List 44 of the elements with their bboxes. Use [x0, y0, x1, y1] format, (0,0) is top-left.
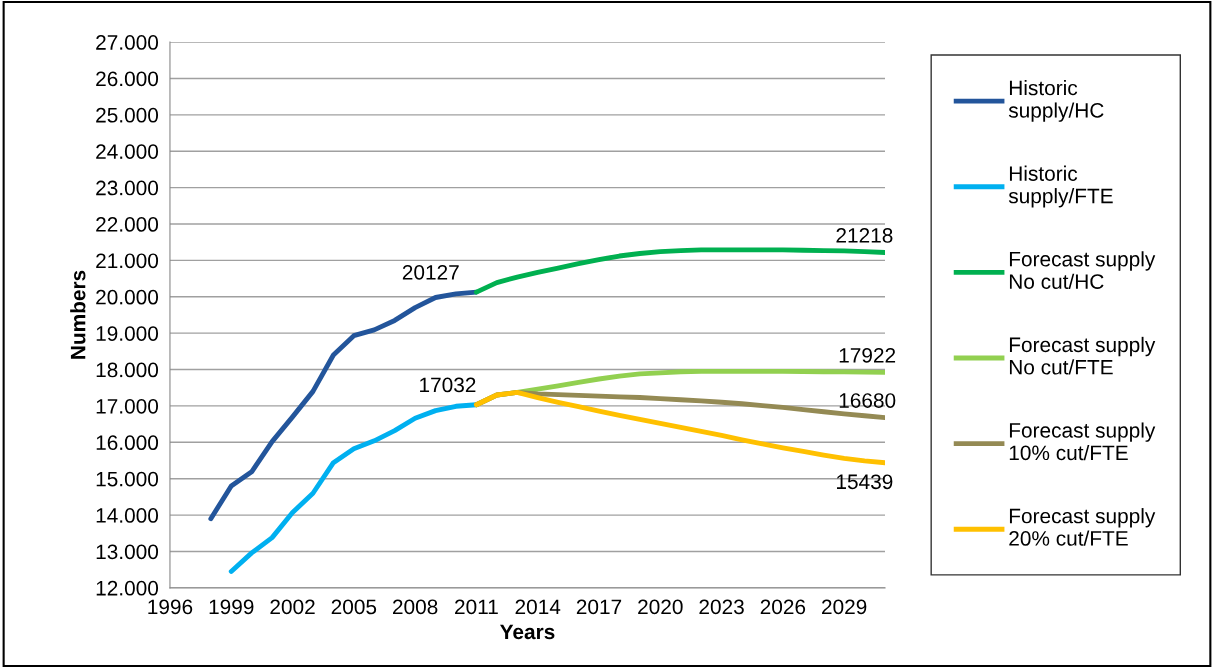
- y-tick-label: 15.000: [96, 471, 159, 487]
- y-tick-label: 27.000: [96, 35, 159, 50]
- y-tick-label: 18.000: [96, 362, 159, 378]
- x-tick-label: 2005: [331, 599, 377, 615]
- y-tick-label: 16.000: [96, 435, 159, 451]
- x-tick-label: 1999: [209, 599, 254, 615]
- legend-label: Forecast supply 20% cut/FTE: [1009, 508, 1156, 546]
- y-tick-label: 21.000: [96, 253, 159, 269]
- legend-label: Historic supply/FTE: [1008, 165, 1113, 208]
- x-tick-label: 2008: [393, 599, 438, 615]
- y-tick-label: 22.000: [96, 217, 159, 232]
- x-tick-label: 2002: [270, 599, 315, 615]
- line-series: [473, 247, 886, 295]
- y-tick-label: 14.000: [96, 508, 159, 523]
- line-series: [208, 289, 479, 522]
- x-tick-label: 2011: [455, 599, 498, 615]
- legend-label: Forecast supply No cut/FTE: [1009, 336, 1156, 375]
- y-tick-label: 20.000: [96, 289, 159, 305]
- legend-label: Forecast supply 10% cut/FTE: [1009, 422, 1156, 461]
- x-tick-label: 1996: [148, 599, 193, 615]
- y-tick-label: 23.000: [96, 180, 159, 196]
- y-tick-label: 12.000: [96, 580, 159, 596]
- data-label: 15439: [837, 474, 893, 490]
- x-tick-label: 2017: [576, 599, 622, 615]
- data-label: 20127: [402, 264, 459, 280]
- x-tick-label: 2026: [760, 599, 806, 615]
- legend-label: Historic supply/HC: [1008, 80, 1104, 122]
- y-axis-title: Numbers: [70, 270, 86, 359]
- x-tick-label: 2023: [699, 599, 744, 615]
- y-tick-label: 13.000: [96, 544, 159, 560]
- y-tick-label: 24.000: [96, 144, 159, 159]
- x-axis-title: Years: [500, 624, 555, 640]
- y-tick-label: 17.000: [96, 398, 159, 414]
- data-label: 16680: [839, 393, 896, 408]
- data-label: 21218: [836, 228, 893, 243]
- y-tick-label: 25.000: [96, 107, 159, 123]
- data-label: 17922: [839, 347, 896, 363]
- x-tick-label: 2029: [822, 599, 867, 615]
- x-tick-label: 2020: [638, 599, 683, 615]
- y-tick-label: 19.000: [96, 326, 159, 341]
- data-label: 17032: [420, 377, 476, 393]
- y-tick-label: 26.000: [96, 71, 159, 87]
- x-tick-label: 2014: [515, 599, 561, 615]
- legend-label: Forecast supply No cut/HC: [1009, 251, 1156, 289]
